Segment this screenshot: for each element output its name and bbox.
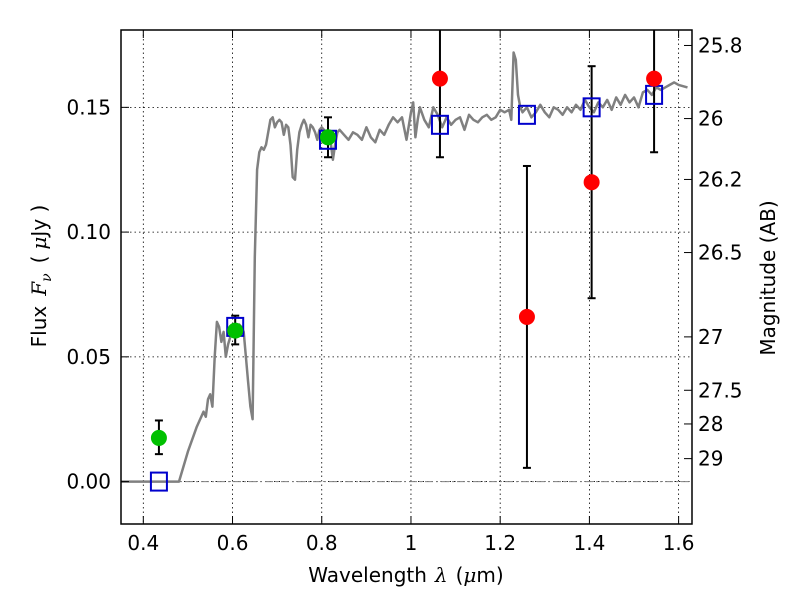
red-data-point	[518, 308, 535, 325]
y-axis-unit: Jy )	[27, 205, 51, 239]
x-axis-lambda: λ	[434, 563, 448, 587]
y2-tick-label: 25.8	[698, 33, 743, 57]
y-axis-F: F	[27, 281, 51, 297]
y2-tick-label: 29	[698, 447, 723, 471]
y-tick-label: 0.05	[66, 345, 111, 369]
y2-tick-label: 28	[698, 412, 723, 436]
green-data-point	[150, 429, 167, 446]
y-axis-mu: μ	[27, 237, 51, 250]
red-data-point	[583, 174, 600, 191]
y2-tick-label: 26	[698, 107, 723, 131]
model-square-marker	[582, 97, 601, 118]
x-axis-mu: μ	[463, 563, 476, 587]
x-tick-label: 0.4	[127, 531, 159, 555]
green-data-point	[227, 322, 244, 339]
x-axis-paren: (	[456, 563, 464, 587]
plot-frame	[120, 29, 693, 525]
y2-tick-label: 26.2	[698, 167, 743, 191]
y-axis-paren: (	[27, 256, 51, 264]
x-tick-label: 1.6	[663, 531, 695, 555]
x-tick-label: 0.6	[217, 531, 249, 555]
x-axis-unit: m)	[476, 563, 503, 587]
y2-tick-label: 26.5	[698, 241, 743, 265]
y2-axis-label: Magnitude (AB)	[756, 200, 780, 355]
y-axis-label: Flux Fν ( μJy )	[27, 205, 55, 348]
y-axis-label-text: Flux	[27, 306, 51, 348]
y2-tick-label: 27	[698, 325, 723, 349]
plot-area	[121, 30, 692, 492]
model-square-marker	[430, 114, 449, 135]
x-tick-label: 1	[405, 531, 418, 555]
y-tick-label: 0.10	[66, 220, 111, 244]
green-data-point	[319, 129, 336, 146]
y-tick-label: 0.15	[66, 95, 111, 119]
model-square-marker	[149, 471, 168, 492]
red-data-point	[646, 70, 663, 87]
y-tick-label: 0.00	[66, 470, 111, 494]
x-axis-label: Wavelength λ (μm)	[308, 563, 503, 587]
x-tick-label: 0.8	[306, 531, 338, 555]
y2-tick-label: 27.5	[698, 378, 743, 402]
y-axis-nu: ν	[39, 273, 55, 282]
model-square-marker	[517, 104, 536, 125]
axis-ticks	[121, 30, 692, 524]
template-spectrum-line	[121, 51, 688, 483]
x-tick-label: 1.2	[484, 531, 516, 555]
x-tick-label: 1.4	[573, 531, 605, 555]
x-axis-label-text: Wavelength	[308, 563, 427, 587]
red-data-point	[431, 70, 448, 87]
